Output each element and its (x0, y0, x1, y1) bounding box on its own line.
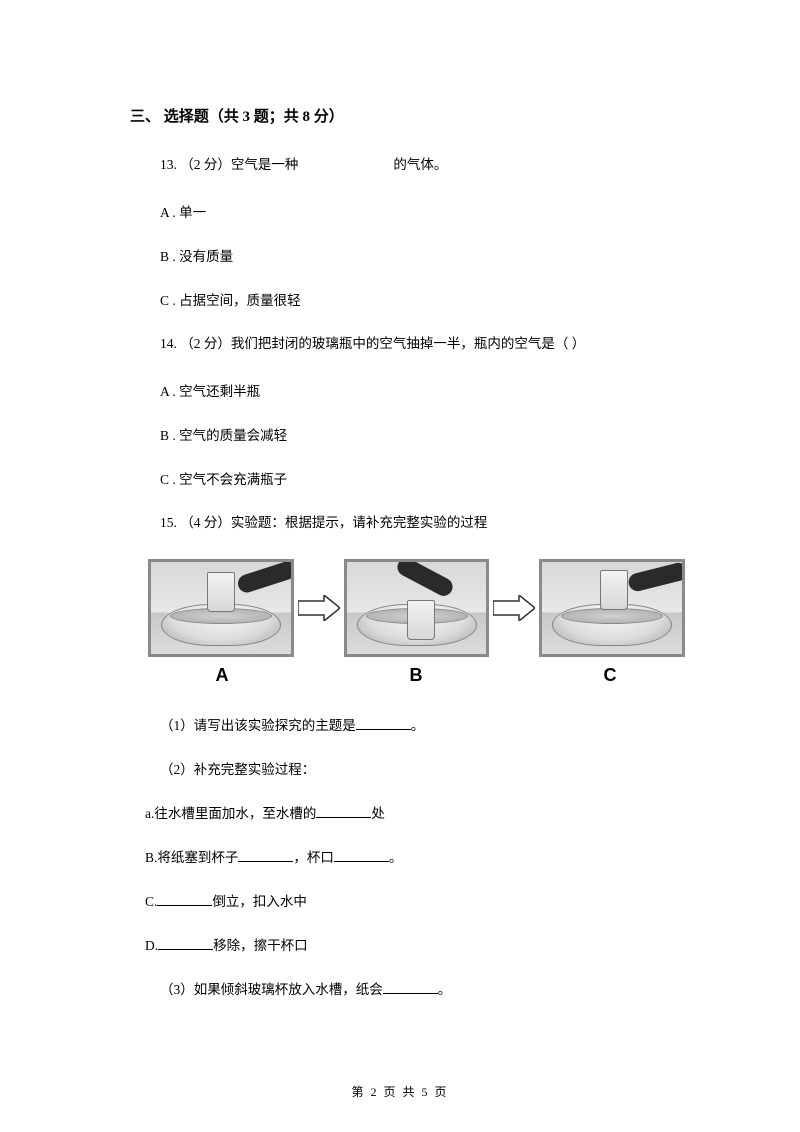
q15-step-a: a.往水槽里面加水，至水槽的 处 (145, 802, 685, 822)
q15-sub3: （3）如果倾斜玻璃杯放入水槽，纸会 。 (160, 978, 685, 998)
experiment-image-c (539, 559, 685, 657)
blank (334, 847, 389, 862)
q13-stem-prefix: 13. （2 分）空气是一种 (160, 157, 298, 172)
experiment-label-b: B (342, 665, 490, 686)
blank (158, 935, 213, 950)
experiment-label-c: C (536, 665, 684, 686)
q14-option-a: A . 空气还剩半瓶 (160, 380, 685, 400)
q15-sub1-suffix: 。 (411, 718, 425, 733)
experiment-labels-row: A B C (148, 665, 685, 686)
q15-sub3-prefix: （3）如果倾斜玻璃杯放入水槽，纸会 (160, 982, 383, 997)
q15-a-suffix: 处 (371, 806, 385, 821)
q15-d-prefix: D. (145, 938, 158, 953)
q15-b-mid: ，杯口 (293, 850, 334, 865)
q14-option-b: B . 空气的质量会减轻 (160, 424, 685, 444)
q15-sub1-prefix: （1）请写出该实验探究的主题是 (160, 718, 356, 733)
experiment-label-a: A (148, 665, 296, 686)
blank (316, 803, 371, 818)
q15-step-b: B.将纸塞到杯子 ，杯口 。 (145, 846, 685, 866)
blank (383, 979, 438, 994)
q15-sub3-suffix: 。 (438, 982, 452, 997)
q13-stem: 13. （2 分）空气是一种 的气体。 (160, 154, 685, 177)
arrow-icon (298, 594, 340, 622)
q15-step-c: C. 倒立，扣入水中 (145, 890, 685, 910)
blank (157, 891, 212, 906)
experiment-image-b (344, 559, 490, 657)
q15-b-suffix: 。 (389, 850, 403, 865)
q15-c-prefix: C. (145, 894, 157, 909)
arrow-icon (493, 594, 535, 622)
blank (356, 715, 411, 730)
q13-option-c: C . 占据空间，质量很轻 (160, 289, 685, 309)
q15-step-d: D. 移除，擦干杯口 (145, 934, 685, 954)
q14-stem: 14. （2 分）我们把封闭的玻璃瓶中的空气抽掉一半，瓶内的空气是（ ） (160, 333, 685, 356)
page-content: 三、 选择题（共 3 题；共 8 分） 13. （2 分）空气是一种 的气体。 A… (0, 0, 800, 998)
experiment-image-a (148, 559, 294, 657)
experiment-images-row (148, 559, 685, 657)
q15-b-prefix: B.将纸塞到杯子 (145, 850, 238, 865)
q15-sub2: （2）补充完整实验过程： (160, 758, 685, 778)
q13-stem-suffix: 的气体。 (393, 157, 447, 172)
q15-c-suffix: 倒立，扣入水中 (212, 894, 307, 909)
q14-option-c: C . 空气不会充满瓶子 (160, 468, 685, 488)
q13-option-b: B . 没有质量 (160, 245, 685, 265)
q13-option-a: A . 单一 (160, 201, 685, 221)
q15-d-suffix: 移除，擦干杯口 (213, 938, 308, 953)
blank (238, 847, 293, 862)
q15-stem: 15. （4 分）实验题：根据提示，请补充完整实验的过程 (160, 512, 685, 535)
section-title: 三、 选择题（共 3 题；共 8 分） (130, 105, 685, 126)
q15-sub1: （1）请写出该实验探究的主题是 。 (160, 714, 685, 734)
q15-a-prefix: a.往水槽里面加水，至水槽的 (145, 806, 316, 821)
page-footer: 第 2 页 共 5 页 (0, 1083, 800, 1100)
